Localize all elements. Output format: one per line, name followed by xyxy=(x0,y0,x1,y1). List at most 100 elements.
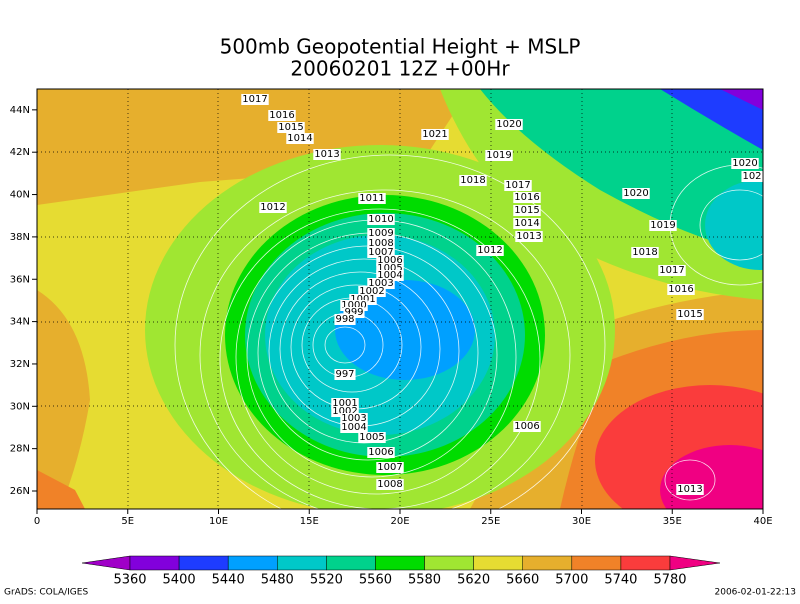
colorbar-box xyxy=(522,555,573,571)
isobar-label-box xyxy=(340,422,368,433)
lat-tick-label: 44N xyxy=(10,105,30,116)
isobar-label: 1020 xyxy=(623,188,648,199)
isobar-label: 1004 xyxy=(341,422,366,433)
isobar-label: 1017 xyxy=(242,94,267,105)
colorbar-box xyxy=(227,555,278,571)
lat-tick-label: 38N xyxy=(10,232,30,243)
colorbar-label: 5480 xyxy=(261,573,294,588)
isobar-label-box xyxy=(343,307,365,318)
lon-tick-label: 25E xyxy=(481,516,500,527)
isobar-label-box xyxy=(741,171,763,182)
isobar-label-box xyxy=(358,193,386,204)
lat-tick-label: 36N xyxy=(10,274,30,285)
isobar-label-box xyxy=(286,133,314,144)
colorbar-label: 5740 xyxy=(604,573,637,588)
isobar-label-box xyxy=(376,263,404,274)
isobar-label: 1005 xyxy=(359,432,384,443)
lat-tick-label: 28N xyxy=(10,444,30,455)
lat-tick-label: 32N xyxy=(10,359,30,370)
isobar-label-box xyxy=(649,220,677,231)
isobar-label-box xyxy=(367,278,395,289)
isobar-label-box xyxy=(376,479,404,490)
colorbar-label: 5620 xyxy=(457,573,490,588)
isobar-label-box xyxy=(676,484,704,495)
colorbar-label: 5780 xyxy=(653,573,686,588)
isobar-label-box xyxy=(367,228,395,239)
lat-tick-label: 40N xyxy=(10,190,30,201)
isobar-label: 1002 xyxy=(359,286,384,297)
lat-tick-label: 26N xyxy=(10,486,30,497)
isobar-label-box xyxy=(504,180,532,191)
colorbar-box xyxy=(571,555,622,571)
isobar-label-box xyxy=(513,218,541,229)
isobar-label-box xyxy=(277,122,305,133)
map-fill xyxy=(37,89,763,509)
isobar-label: 1017 xyxy=(505,180,530,191)
lat-tick-label: 30N xyxy=(10,401,30,412)
isobar-label: 102 xyxy=(742,171,761,182)
isobar-label-box xyxy=(476,245,504,256)
isobar-label-box xyxy=(622,188,650,199)
lat-tick-label: 34N xyxy=(10,317,30,328)
colorbar-box xyxy=(277,555,327,571)
isobar-label-box xyxy=(676,309,704,320)
isobar-label-box xyxy=(334,314,356,325)
colorbar-box xyxy=(375,555,425,571)
isobar-label: 1004 xyxy=(377,270,402,281)
isobar-label-box xyxy=(331,406,359,417)
isobar-label-box xyxy=(376,255,404,266)
isobar-label: 1013 xyxy=(677,484,702,495)
isobar-label: 1008 xyxy=(368,238,393,249)
isobar-label-box xyxy=(667,284,695,295)
isobar-label: 1012 xyxy=(477,245,502,256)
footer-right: 2006-02-01-22:13 xyxy=(715,588,797,598)
isobar-label: 1017 xyxy=(659,265,684,276)
isobar-label-box xyxy=(513,192,541,203)
isobar-label-box xyxy=(241,94,269,105)
isobar-label-box xyxy=(513,205,541,216)
colorbar-box xyxy=(326,555,376,571)
colorbar-box xyxy=(620,555,671,571)
isobar-label: 1010 xyxy=(368,214,393,225)
isobar-label-box xyxy=(485,150,513,161)
isobar-label: 1006 xyxy=(377,255,402,266)
isobar-label: 998 xyxy=(335,314,354,325)
isobar-label: 1020 xyxy=(496,119,521,130)
isobar-label: 1002 xyxy=(332,406,357,417)
isobar-label-box xyxy=(358,286,386,297)
lon-tick-label: 30E xyxy=(572,516,591,527)
lon-tick-label: 10E xyxy=(209,516,228,527)
title: 500mb Geopotential Height + MSLP xyxy=(220,35,581,59)
isobar-label: 1003 xyxy=(368,278,393,289)
isobar-label: 1015 xyxy=(278,122,303,133)
isobar-label: 1007 xyxy=(377,462,402,473)
colorbar-label: 5360 xyxy=(113,573,146,588)
lon-tick-label: 20E xyxy=(390,516,409,527)
isobar-label: 1001 xyxy=(332,398,357,409)
isobar-label: 1018 xyxy=(460,175,485,186)
isobar-label: 1012 xyxy=(260,202,285,213)
isobar-label: 1021 xyxy=(422,129,447,140)
isobar-label: 1019 xyxy=(486,150,511,161)
isobar-label-box xyxy=(513,421,541,432)
isobar-label: 1019 xyxy=(650,220,675,231)
lon-tick-label: 35E xyxy=(663,516,682,527)
isobar-label-box xyxy=(367,238,395,249)
isobar-label: 1015 xyxy=(514,205,539,216)
isobar-label: 1000 xyxy=(341,300,366,311)
colorbar-label: 5660 xyxy=(506,573,539,588)
isobar-label-box xyxy=(376,270,404,281)
isobar-label-box xyxy=(731,158,759,169)
colorbar-end xyxy=(81,555,131,571)
subtitle: 20060201 12Z +00Hr xyxy=(290,57,510,81)
isobar-label-box xyxy=(631,247,659,258)
isobar-label: 1006 xyxy=(514,421,539,432)
isobar-label-box xyxy=(515,231,543,242)
footer-left: GrADS: COLA/IGES xyxy=(4,588,88,598)
isobar-label: 1015 xyxy=(677,309,702,320)
colorbar-box xyxy=(129,555,180,571)
isobar-label: 1013 xyxy=(516,231,541,242)
colorbar-label: 5440 xyxy=(212,573,245,588)
isobar-label-box xyxy=(495,119,523,130)
